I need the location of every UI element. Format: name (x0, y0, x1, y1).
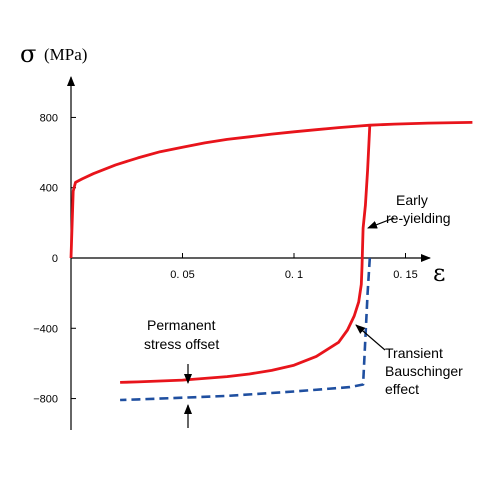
annotation-early-line2: re-yielding (386, 210, 451, 226)
y-tick-label: 400 (40, 183, 58, 195)
annotation-bauschinger-line1: Transient (385, 345, 443, 361)
y-tick-label: 800 (40, 112, 58, 124)
axis-ticks: 0. 05 0. 1 0. 15 800 400 0 −400 −800 (33, 112, 418, 405)
blue-dashed-series-line (120, 257, 372, 402)
red-solid-series-line (69, 121, 473, 259)
annotation-early-line1: Early (396, 192, 428, 208)
y-axis-symbol: σ (20, 40, 36, 68)
annotation-bauschinger-arrow (355, 324, 386, 351)
annotation-stress-offset: Permanent stress offset (144, 317, 219, 428)
y-tick-label: −800 (33, 394, 58, 406)
x-tick-label: 0. 05 (170, 269, 194, 281)
annotation-early-reyielding: Early re-yielding (367, 192, 451, 229)
y-tick-label: −400 (33, 323, 58, 335)
x-axis-symbol: ε (433, 259, 445, 287)
x-tick-label: 0. 15 (393, 269, 417, 281)
annotation-bauschinger-line3: effect (385, 381, 419, 397)
y-tick-label: 0 (52, 253, 58, 265)
annotation-early-arrow (367, 217, 395, 229)
x-tick-label: 0. 1 (285, 269, 303, 281)
annotation-offset-line1: Permanent (147, 317, 216, 333)
annotation-bauschinger-line2: Bauschinger (385, 363, 463, 379)
y-axis-unit: (MPa) (44, 45, 87, 64)
annotation-bauschinger: Transient Bauschinger effect (355, 324, 463, 397)
annotation-offset-line2: stress offset (144, 336, 219, 352)
